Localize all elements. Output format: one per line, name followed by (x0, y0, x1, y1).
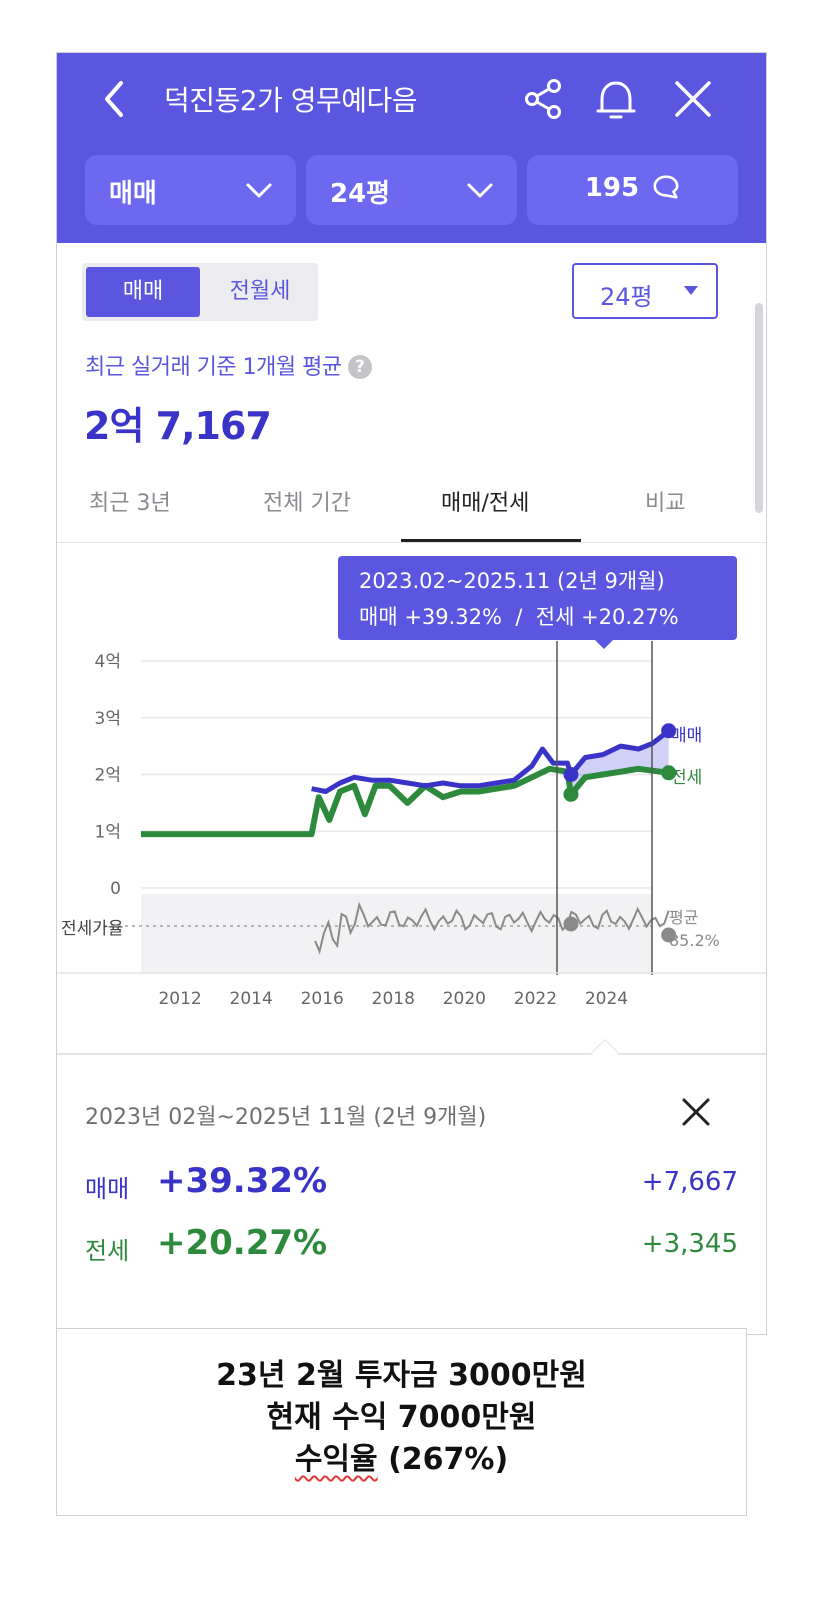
note-line1: 23년 2월 투자금 3000만원 (216, 1358, 587, 1393)
chevron-down-icon (246, 183, 272, 198)
back-arrow-icon[interactable] (97, 75, 133, 123)
active-tab-indicator (401, 539, 581, 542)
jeonse-start-marker (563, 786, 579, 802)
x-tick-label: 2018 (372, 989, 415, 1009)
ratio-label: 전세가율 (61, 919, 124, 939)
average-label-text: 최근 실거래 기준 1개월 평균 (85, 355, 342, 380)
legend-jeonse: 전세 (671, 768, 702, 788)
dropdown-triangle-icon (684, 286, 698, 295)
selection-markers (563, 723, 677, 943)
header-bar: 덕진동2가 영무예다음 매매 24평 (57, 53, 766, 243)
area-select[interactable]: 24평 (306, 155, 517, 225)
y-tick-label: 2억 (95, 766, 121, 786)
size-dropdown-label: 24평 (600, 283, 653, 311)
summary-delta: +7,667 (641, 1167, 738, 1197)
summary-row-jeonse: 전세 +20.27% +3,345 (85, 1223, 738, 1273)
area-label: 24평 (330, 179, 391, 209)
chart-grid (141, 660, 652, 889)
legend-sale: 매매 (671, 726, 702, 746)
chat-bubble-icon (653, 175, 679, 199)
size-dropdown[interactable]: 24평 (572, 263, 718, 319)
ratio-avg-label: 평균 (669, 908, 698, 927)
average-label: 최근 실거래 기준 1개월 평균? (85, 349, 372, 381)
help-icon[interactable]: ? (347, 355, 372, 379)
chevron-down-icon (467, 183, 493, 198)
x-tick-label: 2014 (230, 989, 273, 1009)
app-screen: 덕진동2가 영무예다음 매매 24평 (56, 52, 767, 1335)
jeonse-end-marker (661, 765, 677, 781)
tab-sale-jeonse[interactable]: 매매/전세 (441, 491, 530, 516)
x-tick-label: 2012 (158, 989, 201, 1009)
average-value: 2억 7,167 (84, 404, 272, 448)
trade-type-label: 매매 (109, 179, 157, 209)
series-line-jeonse (141, 765, 670, 838)
summary-period: 2023년 02월~2025년 11월 (2년 9개월) (85, 1105, 487, 1130)
x-tick-label: 2024 (585, 989, 628, 1009)
summary-row-sale: 매매 +39.32% +7,667 (85, 1161, 738, 1211)
price-chart[interactable]: 4억 3억 2억 1억 0 2012 2014 2016 2018 2020 2022 2024 전… (57, 545, 767, 1045)
y-tick-label: 0 (110, 879, 121, 899)
tooltip-line1: 2023.02~2025.11 (2년 9개월) (359, 569, 665, 593)
y-tick-label: 4억 (95, 652, 121, 672)
bell-icon[interactable] (592, 75, 640, 123)
investment-note: 23년 2월 투자금 3000만원 현재 수익 7000만원 수익율 (267%… (56, 1328, 747, 1516)
scrollbar[interactable] (755, 303, 763, 513)
tooltip-line2: 매매 +39.32% / 전세 +20.27% (359, 605, 679, 629)
trade-type-select[interactable]: 매매 (85, 155, 296, 225)
tooltip-box (338, 556, 737, 640)
note-line3-rest: (267%) (377, 1442, 509, 1477)
tab-compare[interactable]: 비교 (645, 491, 686, 516)
ratio-start-marker (563, 916, 579, 932)
summary-delta: +3,345 (641, 1229, 738, 1259)
sale-start-marker (563, 767, 579, 782)
series-line-sale (311, 728, 671, 794)
y-tick-label: 1억 (95, 822, 121, 842)
note-line3-word: 수익율 (294, 1442, 378, 1477)
y-axis-labels: 4억 3억 2억 1억 0 (95, 652, 121, 899)
comments-button[interactable]: 195 (527, 155, 738, 225)
y-tick-label: 3억 (95, 709, 121, 729)
summary-key: 매매 (85, 1175, 130, 1203)
summary-divider (57, 1053, 766, 1055)
ratio-end-marker (661, 927, 677, 943)
ratio-series-line (314, 901, 670, 955)
summary-percent: +20.27% (157, 1223, 328, 1263)
filter-row: 매매 24평 195 (85, 155, 738, 225)
page-title: 덕진동2가 영무예다음 (164, 84, 418, 117)
ratio-avg-value: 85.2% (669, 931, 720, 950)
x-tick-label: 2016 (301, 989, 344, 1009)
ratio-band (141, 894, 652, 974)
close-summary-icon[interactable] (679, 1095, 713, 1129)
tab-all-period[interactable]: 전체 기간 (263, 491, 351, 516)
x-axis-labels: 2012 2014 2016 2018 2020 2022 2024 (158, 989, 628, 1009)
comment-count: 195 (584, 173, 640, 203)
summary-key: 전세 (85, 1237, 130, 1265)
x-tick-label: 2020 (443, 989, 486, 1009)
note-line3: 수익율 (267%) (57, 1439, 746, 1481)
summary-percent: +39.32% (157, 1161, 328, 1201)
trade-toggle: 매매 전월세 (82, 263, 318, 321)
period-tabs: 최근 3년 전체 기간 매매/전세 비교 (57, 473, 766, 543)
close-icon[interactable] (669, 75, 717, 123)
toggle-sale[interactable]: 매매 (86, 267, 200, 317)
tooltip-pointer (595, 640, 613, 649)
x-tick-label: 2022 (514, 989, 557, 1009)
tab-recent-3y[interactable]: 최근 3년 (89, 491, 171, 516)
share-icon[interactable] (519, 75, 567, 123)
sale-end-marker (661, 723, 677, 739)
toggle-rent[interactable]: 전월세 (229, 279, 291, 304)
note-line2: 현재 수익 7000만원 (266, 1400, 537, 1435)
